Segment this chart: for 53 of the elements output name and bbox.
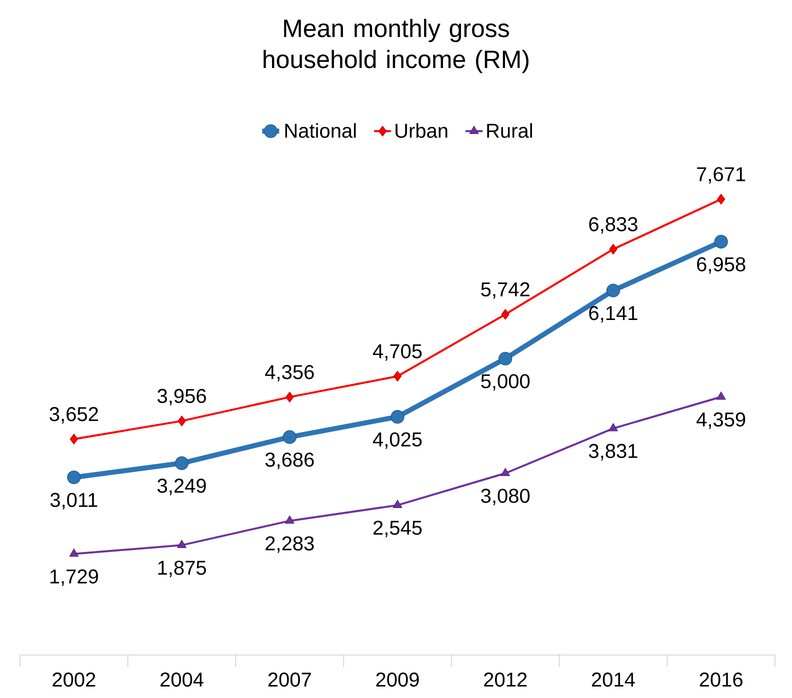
point	[390, 410, 404, 424]
point	[286, 392, 294, 402]
data-label: 6,141	[589, 306, 638, 323]
chart-title: Mean monthly gross household income (RM)	[264, 18, 528, 74]
point	[282, 430, 296, 444]
x-tick-label: 2002	[52, 672, 96, 687]
data-label: 1,729	[50, 569, 98, 586]
legend-label: Rural	[487, 123, 532, 138]
data-label: 2,545	[373, 520, 422, 538]
data-label: 4,359	[696, 412, 746, 429]
data-label: 3,652	[50, 407, 98, 424]
data-label: 6,958	[697, 257, 746, 274]
point	[608, 423, 618, 432]
point	[498, 352, 512, 366]
point	[67, 470, 81, 484]
x-tick-label: 2014	[592, 672, 635, 687]
data-label: 7,671	[697, 167, 746, 184]
data-label: 3,080	[481, 488, 530, 506]
point	[69, 548, 79, 557]
point	[393, 370, 402, 382]
point	[609, 244, 618, 254]
point	[285, 516, 294, 524]
legend-label: National	[285, 123, 356, 138]
point	[174, 456, 189, 470]
point	[501, 309, 510, 320]
point	[717, 194, 726, 204]
point	[500, 468, 510, 476]
x-tick-label: 2009	[376, 672, 419, 687]
data-label: 4,356	[265, 365, 314, 382]
point	[606, 284, 620, 298]
x-tick-label: 2016	[700, 672, 742, 687]
data-label: 4,025	[372, 432, 422, 449]
data-label: 5,000	[481, 374, 530, 391]
data-label: 4,705	[372, 344, 422, 361]
data-label: 3,686	[265, 452, 314, 470]
point	[392, 500, 402, 508]
point	[177, 540, 186, 548]
data-label: 3,249	[158, 478, 206, 496]
x-tick-label: 2007	[268, 672, 311, 687]
x-tick-label: 2012	[484, 672, 527, 687]
data-label: 6,833	[589, 217, 638, 234]
point	[178, 416, 186, 426]
data-label: 3,956	[158, 388, 206, 406]
point	[70, 434, 78, 444]
data-label: 5,742	[481, 282, 530, 299]
data-label: 3,831	[588, 444, 638, 460]
data-label: 3,011	[50, 492, 98, 510]
data-label: 1,875	[158, 560, 206, 578]
legend-label: Urban	[396, 123, 448, 138]
point	[716, 392, 726, 400]
x-tick-label: 2004	[160, 672, 204, 687]
data-label: 2,283	[266, 536, 314, 553]
point	[714, 234, 728, 249]
